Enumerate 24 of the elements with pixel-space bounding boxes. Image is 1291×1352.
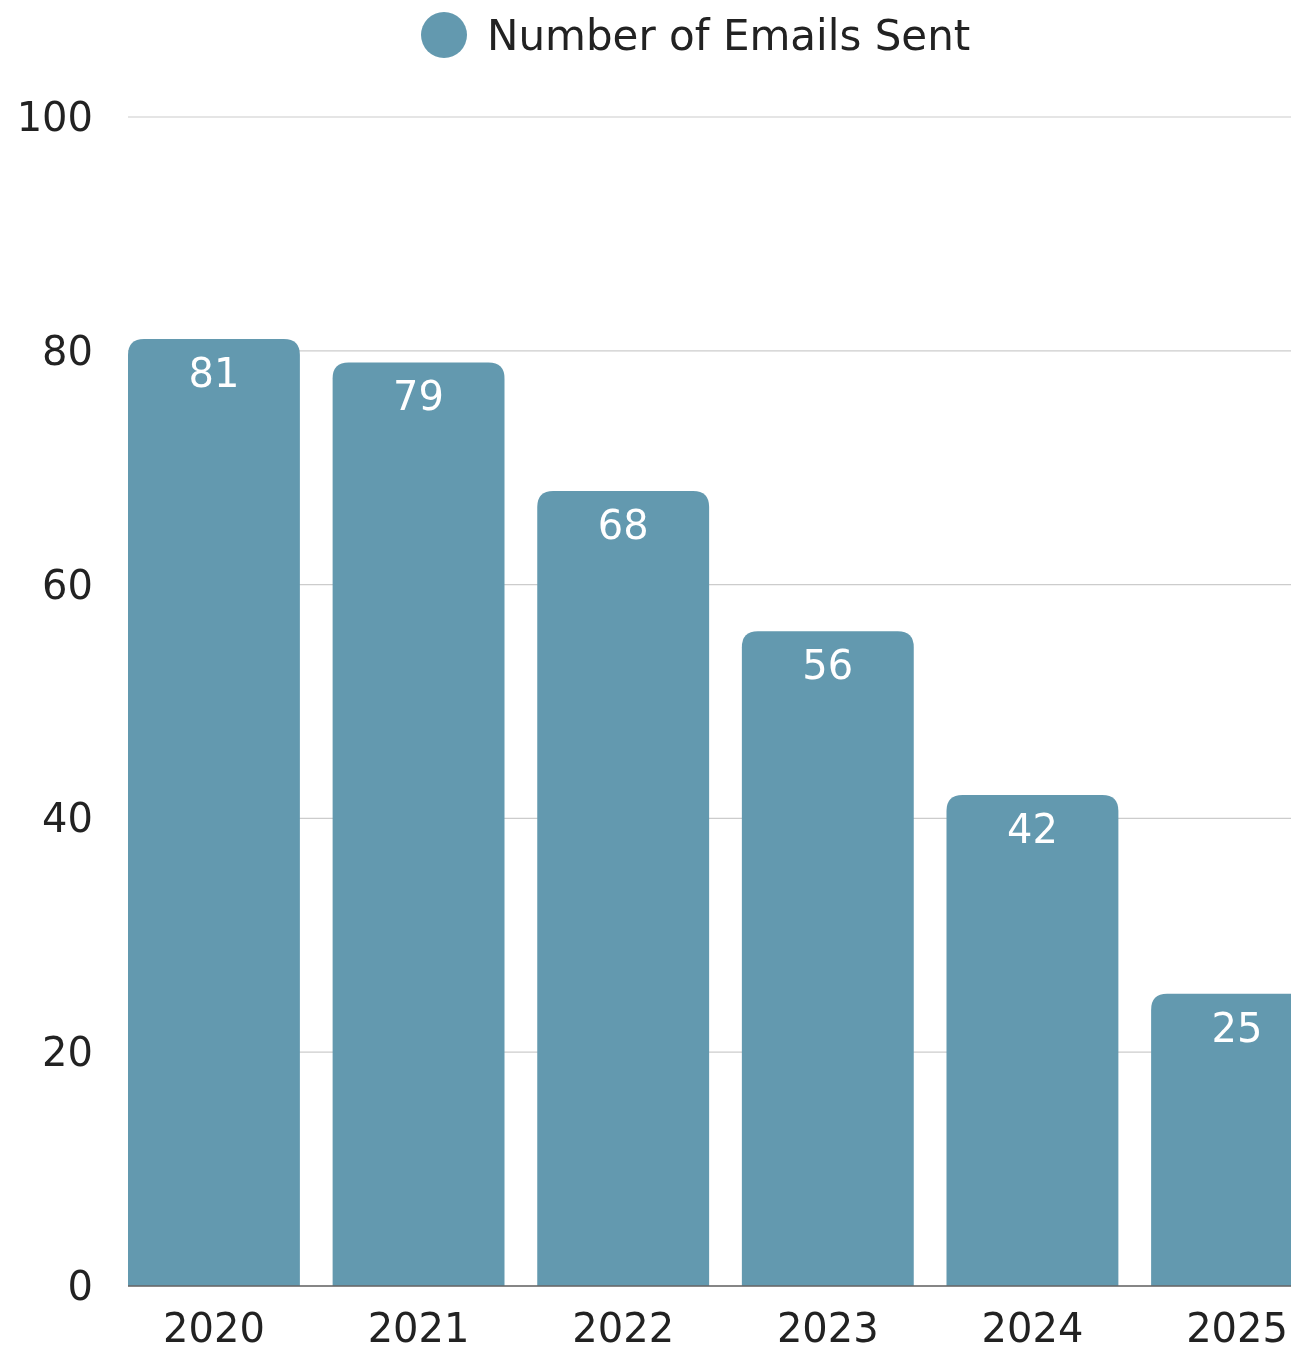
bar [946, 795, 1119, 1286]
y-tick-label: 80 [42, 327, 93, 374]
data-label: 68 [597, 502, 649, 549]
data-label: 25 [1211, 1004, 1263, 1051]
legend-label: Number of Emails Sent [487, 10, 971, 60]
y-tick-label: 100 [16, 94, 93, 140]
x-tick-label: 2023 [776, 1305, 879, 1351]
data-label: 81 [188, 350, 240, 397]
y-tick-label: 0 [67, 1263, 93, 1309]
bar [537, 491, 710, 1286]
bar [741, 631, 914, 1286]
x-tick-label: 2022 [572, 1305, 675, 1351]
bar [332, 362, 505, 1286]
y-tick-label: 20 [42, 1029, 93, 1076]
data-label: 79 [393, 373, 445, 420]
x-tick-label: 2025 [1186, 1305, 1288, 1351]
x-tick-label: 2021 [367, 1305, 470, 1351]
data-label: 42 [1006, 806, 1058, 853]
data-label: 56 [802, 642, 854, 689]
x-tick-label: 2020 [163, 1305, 265, 1351]
x-tick-label: 2024 [981, 1305, 1084, 1351]
bar [128, 339, 300, 1286]
y-tick-label: 60 [42, 561, 93, 608]
y-tick-label: 40 [42, 795, 93, 842]
